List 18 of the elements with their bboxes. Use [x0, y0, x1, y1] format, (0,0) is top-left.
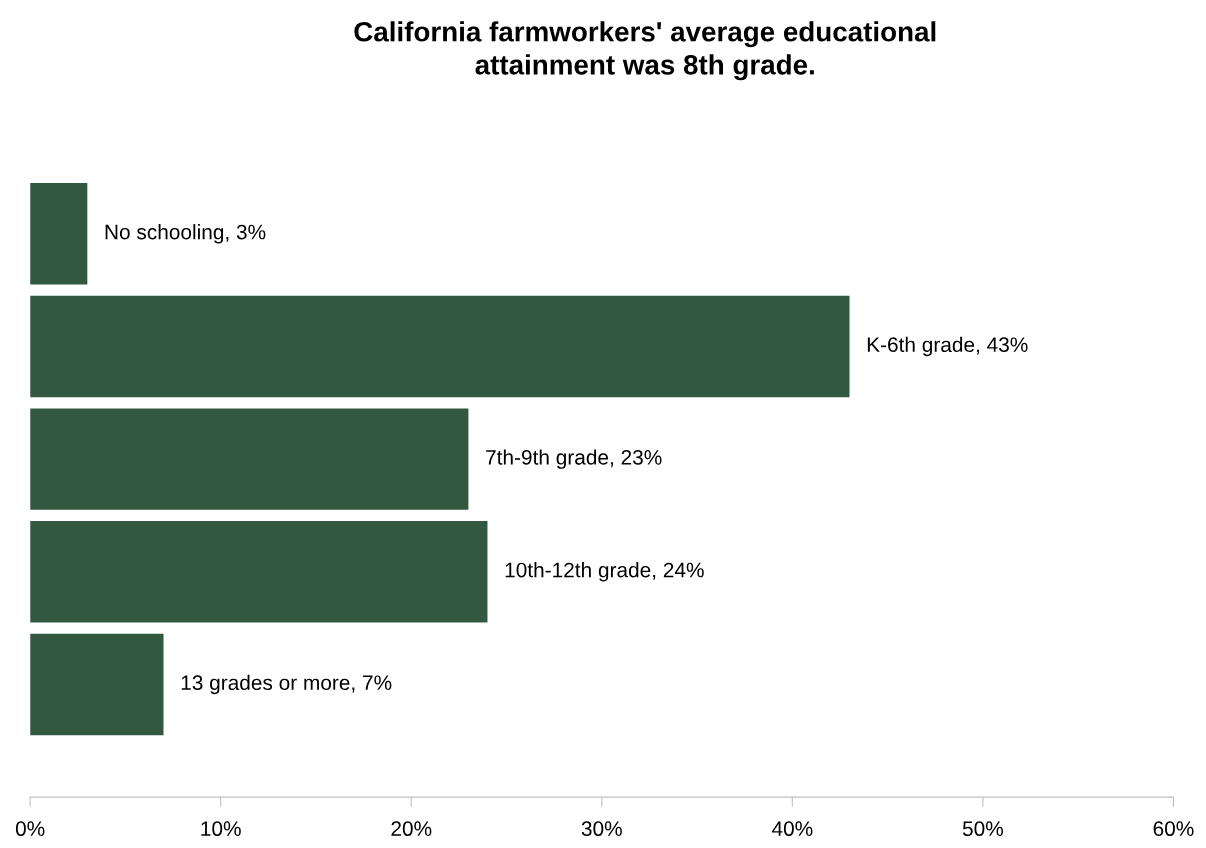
data-label: 13 grades or more, 7%: [181, 674, 392, 695]
x-tick-label: 30%: [581, 821, 622, 837]
bar: [30, 408, 469, 510]
data-label: K-6th grade, 43%: [867, 336, 1028, 357]
bar: [30, 183, 88, 285]
bar: [30, 295, 850, 398]
data-label: 10th-12th grade, 24%: [505, 562, 704, 582]
chart-title: California farmworkers' average educational attainment was 8th grade.: [354, 21, 936, 81]
x-tick-label: 50%: [962, 821, 1003, 837]
x-tick-label: 10%: [201, 821, 241, 837]
x-tick-label: 0%: [15, 821, 45, 837]
x-tick-label: 60%: [1153, 821, 1194, 837]
bar: [30, 521, 488, 623]
data-label: No schooling, 3%: [105, 224, 266, 244]
data-label: 7th-9th grade, 23%: [486, 449, 662, 469]
bar: [30, 633, 164, 736]
x-tick-label: 20%: [391, 821, 432, 837]
x-tick-label: 40%: [771, 821, 813, 837]
